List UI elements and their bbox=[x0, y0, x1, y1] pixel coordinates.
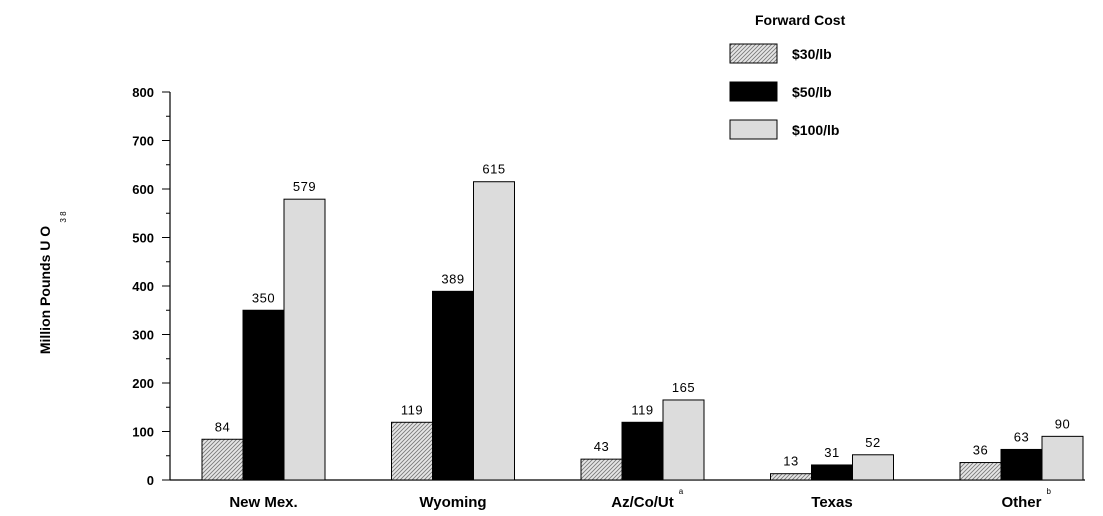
y-tick-label: 200 bbox=[132, 376, 154, 391]
data-label: 31 bbox=[824, 445, 839, 460]
data-label: 119 bbox=[631, 402, 653, 417]
legend-label: $50/lb bbox=[792, 84, 832, 100]
category-label: Texas bbox=[811, 494, 852, 511]
legend-swatch-2 bbox=[729, 119, 778, 140]
bar-2-4 bbox=[1041, 435, 1084, 481]
data-label: 119 bbox=[401, 402, 423, 417]
legend-label: $100/lb bbox=[792, 122, 839, 138]
data-label: 615 bbox=[482, 162, 505, 177]
legend-title: Forward Cost bbox=[755, 12, 846, 28]
bar-2-3 bbox=[852, 454, 894, 481]
bar-1-0 bbox=[242, 309, 285, 481]
bar-0-2 bbox=[580, 458, 623, 481]
y-tick-label: 0 bbox=[147, 473, 154, 488]
data-label: 63 bbox=[1014, 429, 1029, 444]
category-label: Other bbox=[1001, 494, 1041, 511]
bar-2-1 bbox=[473, 181, 515, 481]
data-label: 579 bbox=[293, 179, 316, 194]
data-label: 90 bbox=[1055, 416, 1070, 431]
category-superscript: a bbox=[679, 487, 684, 496]
data-label: 36 bbox=[973, 443, 988, 458]
y-tick-label: 500 bbox=[132, 231, 154, 246]
y-tick-label: 100 bbox=[132, 425, 154, 440]
bar-1-4 bbox=[1000, 448, 1043, 481]
bar-0-1 bbox=[391, 421, 433, 481]
y-tick-label: 800 bbox=[132, 85, 154, 100]
category-label: Az/Co/Ut bbox=[611, 494, 674, 511]
y-tick-label: 600 bbox=[132, 182, 154, 197]
data-label: 43 bbox=[594, 439, 609, 454]
data-label: 350 bbox=[252, 290, 275, 305]
bar-0-3 bbox=[770, 473, 812, 481]
y-tick-label: 300 bbox=[132, 328, 154, 343]
legend-items: $30/lb $50/lb $100/lb bbox=[729, 43, 839, 140]
data-labels: 84 350 579 119 389 615 43 119 165 13 31 52 36 63 90 bbox=[215, 162, 1070, 469]
y-tick-label: 400 bbox=[132, 279, 154, 294]
bar-1-3 bbox=[811, 464, 853, 481]
legend-label: $30/lb bbox=[792, 46, 832, 62]
bar-1-1 bbox=[432, 290, 474, 481]
y-tick-label: 700 bbox=[132, 134, 154, 149]
category-label: New Mex. bbox=[229, 494, 297, 511]
data-label: 84 bbox=[215, 419, 230, 434]
y-axis-title: Million Pounds U O 3 8 bbox=[37, 211, 68, 354]
legend-swatch-0 bbox=[729, 43, 778, 64]
bar-0-0 bbox=[201, 438, 244, 481]
data-label: 13 bbox=[783, 454, 798, 469]
bar-0-4 bbox=[959, 462, 1002, 481]
category-superscript: b bbox=[1047, 487, 1052, 496]
data-label: 52 bbox=[865, 435, 880, 450]
legend-swatch-1 bbox=[729, 81, 778, 102]
y-axis-label: Million Pounds U O bbox=[37, 226, 53, 354]
y-ticks: 0 100 200 300 400 500 600 700 800 bbox=[132, 85, 170, 488]
legend: Forward Cost $30/lb $50/lb $100/lb bbox=[729, 12, 846, 140]
bars bbox=[201, 181, 1084, 481]
y-axis-label-subscript: 3 8 bbox=[59, 211, 68, 223]
data-label: 165 bbox=[672, 380, 695, 395]
category-label: Wyoming bbox=[419, 494, 486, 511]
data-label: 389 bbox=[441, 271, 464, 286]
bar-2-2 bbox=[662, 399, 705, 481]
bar-2-0 bbox=[283, 198, 326, 481]
bar-1-2 bbox=[621, 421, 664, 481]
